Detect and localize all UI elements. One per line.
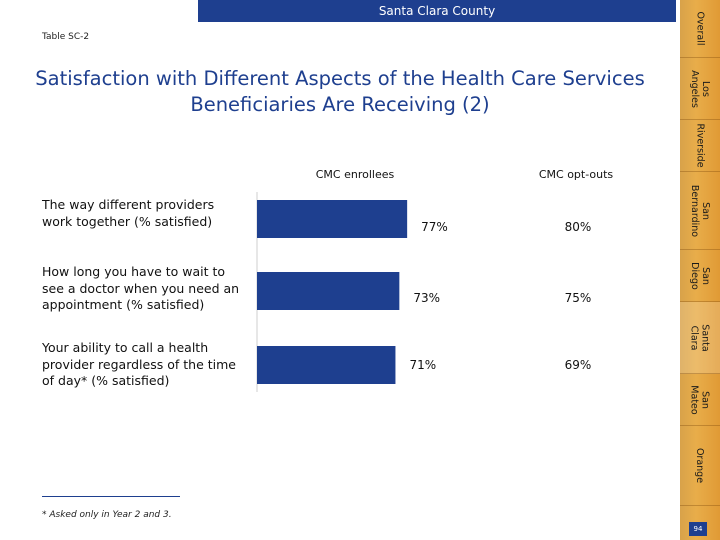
bar-cmc-enrollees-1 bbox=[257, 272, 400, 310]
footnote: * Asked only in Year 2 and 3. bbox=[42, 510, 172, 520]
nav-tab-los-angeles[interactable]: Los Angeles bbox=[680, 58, 720, 120]
page-title: Satisfaction with Different Aspects of t… bbox=[35, 67, 645, 116]
data-label-cmc-enrollees-0: 77% bbox=[421, 220, 448, 234]
data-label-cmc-enrollees-1: 73% bbox=[413, 291, 440, 305]
nav-tab-label: Orange bbox=[694, 447, 706, 484]
nav-tab-overall[interactable]: Overall bbox=[680, 0, 720, 58]
data-label-cmc-enrollees-2: 71% bbox=[409, 358, 436, 372]
data-label-cmc-optouts-2: 69% bbox=[565, 358, 592, 372]
nav-tab-san-bernardino[interactable]: San Bernardino bbox=[680, 172, 720, 250]
nav-tab-label: Riverside bbox=[694, 123, 706, 168]
nav-tab-label: Los Angeles bbox=[689, 69, 711, 108]
bar-cmc-enrollees-2 bbox=[257, 346, 396, 384]
bar-chart: 77% 73% 71% 80% 75% 69% bbox=[256, 192, 592, 392]
table-id: Table SC-2 bbox=[42, 32, 90, 42]
county-tab: Santa Clara County bbox=[198, 0, 676, 22]
nav-tab-riverside[interactable]: Riverside bbox=[680, 120, 720, 172]
data-label-cmc-optouts-1: 75% bbox=[565, 291, 592, 305]
data-label-cmc-optouts-0: 80% bbox=[565, 220, 592, 234]
nav-tab-label: Santa Clara bbox=[688, 323, 711, 352]
county-side-nav: Overall Los Angeles Riverside San Bernardin… bbox=[680, 0, 720, 540]
nav-tab-label: San Diego bbox=[689, 261, 711, 290]
nav-tab-santa-clara[interactable]: Santa Clara bbox=[680, 302, 720, 374]
bar-cmc-enrollees-0 bbox=[257, 200, 408, 238]
nav-tab-label: Overall bbox=[694, 11, 706, 46]
column-header-cmc-optouts: CMC opt-outs bbox=[538, 168, 614, 181]
column-header-cmc-enrollees: CMC enrollees bbox=[315, 168, 395, 181]
nav-tab-orange[interactable]: Orange bbox=[680, 426, 720, 506]
nav-tab-label: San Mateo bbox=[689, 384, 711, 415]
footnote-divider bbox=[42, 496, 180, 497]
row-label-wait-time: How long you have to wait to see a docto… bbox=[42, 264, 240, 312]
row-label-providers-work-together: The way different providers work togethe… bbox=[42, 197, 215, 229]
row-label-call-provider: Your ability to call a health provider r… bbox=[42, 340, 236, 388]
nav-tab-san-diego[interactable]: San Diego bbox=[680, 250, 720, 302]
page-number: 94 bbox=[689, 522, 707, 536]
nav-tab-label: San Bernardino bbox=[689, 184, 711, 237]
nav-tab-san-mateo[interactable]: San Mateo bbox=[680, 374, 720, 426]
